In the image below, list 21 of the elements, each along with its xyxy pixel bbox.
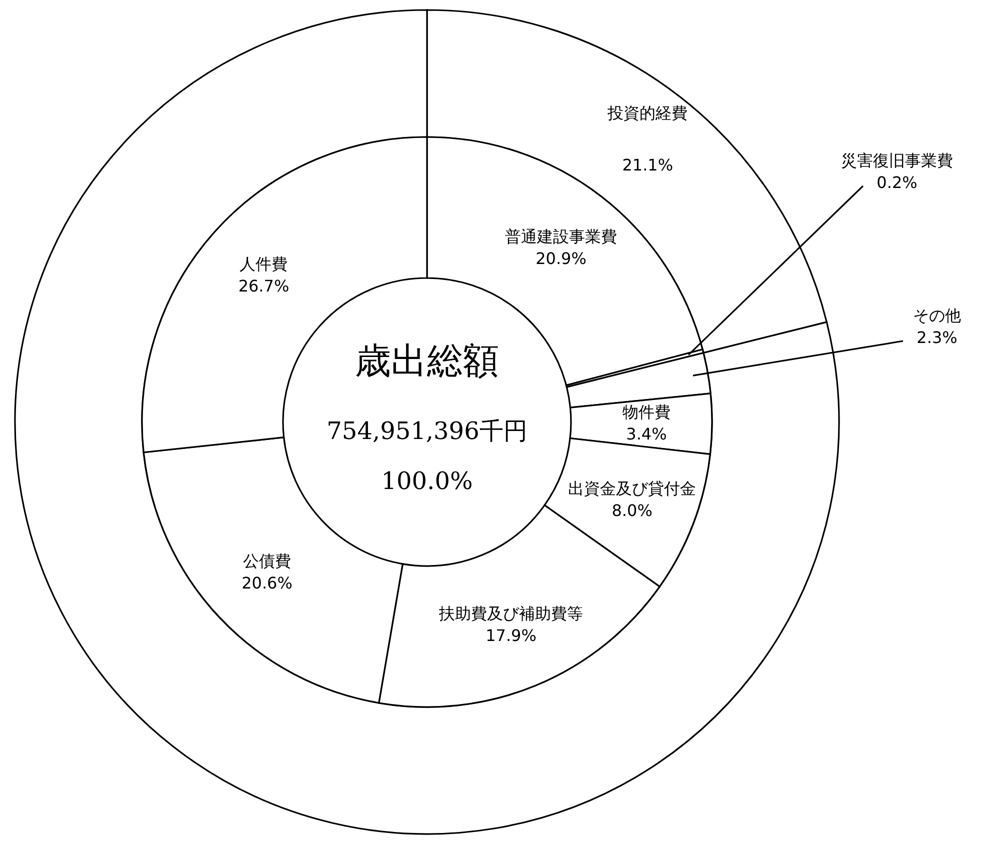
text: 100.0% <box>381 467 473 495</box>
text: 754,951,396千円 <box>326 417 528 445</box>
data-label: 20.9% <box>536 249 586 268</box>
slice-label: 扶助費及び補助費等 <box>438 604 583 623</box>
slice-label: 公債費 <box>242 551 291 570</box>
data-label: 3.4% <box>626 424 667 444</box>
data-label: 17.9% <box>486 626 536 645</box>
slice-label: 災害復旧事業費 <box>841 151 953 170</box>
slice-label: 物件費 <box>622 402 670 422</box>
text: 歳出総額 <box>355 341 499 382</box>
data-label: 0.2% <box>876 173 918 192</box>
slice-label: 投資的経費 <box>606 103 688 122</box>
slice-label: 出資金及び貸付金 <box>568 479 696 498</box>
slice-label: 人件費 <box>240 254 288 274</box>
data-label: 20.6% <box>242 573 292 592</box>
data-label: 26.7% <box>238 276 290 296</box>
slice-label: その他 <box>913 306 961 325</box>
data-label: 2.3% <box>916 328 958 347</box>
slice-label: 普通建設事業費 <box>504 227 617 246</box>
data-label: 21.1% <box>622 155 674 174</box>
data-label: 8.0% <box>612 501 652 520</box>
